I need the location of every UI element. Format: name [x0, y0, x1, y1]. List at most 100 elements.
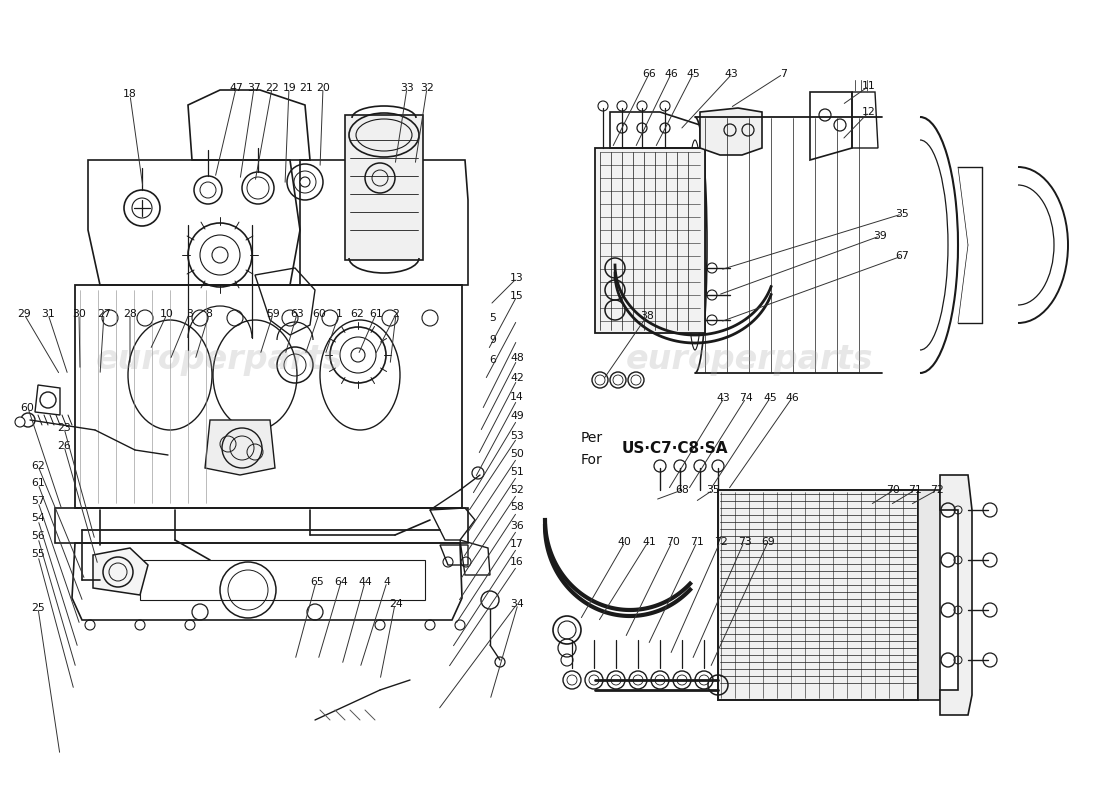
Text: 11: 11 — [862, 82, 876, 91]
Text: 62: 62 — [32, 461, 45, 470]
Text: 4: 4 — [384, 578, 390, 587]
Text: 16: 16 — [510, 557, 524, 566]
Text: 72: 72 — [931, 485, 944, 494]
Text: 70: 70 — [667, 538, 680, 547]
Text: 35: 35 — [706, 485, 719, 494]
Text: 61: 61 — [370, 309, 383, 318]
Text: 55: 55 — [32, 549, 45, 558]
Text: 46: 46 — [664, 69, 678, 78]
Polygon shape — [700, 108, 762, 155]
Circle shape — [15, 417, 25, 427]
Text: 13: 13 — [510, 274, 524, 283]
Text: 14: 14 — [510, 392, 524, 402]
Text: 71: 71 — [691, 538, 704, 547]
Text: 72: 72 — [714, 538, 727, 547]
Bar — [345, 115, 424, 260]
Text: 3: 3 — [186, 309, 192, 318]
Text: 18: 18 — [123, 90, 136, 99]
Text: 73: 73 — [738, 538, 751, 547]
Text: 71: 71 — [909, 485, 922, 494]
Text: 33: 33 — [400, 83, 414, 93]
Text: 51: 51 — [510, 467, 524, 477]
Text: Per: Per — [581, 431, 603, 446]
Text: 44: 44 — [359, 578, 372, 587]
Text: 37: 37 — [248, 83, 261, 93]
Text: 17: 17 — [510, 539, 524, 549]
Bar — [55, 508, 468, 543]
Text: 66: 66 — [642, 69, 656, 78]
Bar — [918, 490, 940, 700]
Text: europerparts: europerparts — [97, 343, 343, 377]
Text: 67: 67 — [895, 251, 909, 261]
Text: 29: 29 — [18, 309, 31, 318]
Bar — [595, 148, 705, 333]
Text: 8: 8 — [206, 309, 212, 318]
Text: 30: 30 — [73, 309, 86, 318]
Text: 19: 19 — [283, 83, 296, 93]
Text: 52: 52 — [510, 485, 524, 494]
Text: 26: 26 — [57, 442, 70, 451]
Text: 41: 41 — [642, 538, 656, 547]
Text: 40: 40 — [618, 538, 631, 547]
Text: 68: 68 — [675, 485, 689, 494]
Text: 27: 27 — [98, 309, 111, 318]
Bar — [75, 285, 462, 508]
Polygon shape — [205, 420, 275, 475]
Text: 38: 38 — [640, 311, 653, 321]
Text: 47: 47 — [230, 83, 243, 93]
Text: 31: 31 — [42, 309, 55, 318]
Text: 49: 49 — [510, 411, 524, 421]
Text: 64: 64 — [334, 578, 348, 587]
Text: 42: 42 — [510, 373, 524, 382]
Polygon shape — [940, 475, 972, 715]
Text: 43: 43 — [725, 69, 738, 78]
Text: europerparts: europerparts — [626, 343, 873, 377]
Text: 15: 15 — [510, 291, 524, 301]
Text: 36: 36 — [510, 522, 524, 531]
Polygon shape — [94, 548, 148, 595]
Text: 60: 60 — [21, 403, 34, 413]
Text: 54: 54 — [32, 514, 45, 523]
Text: 28: 28 — [123, 309, 136, 318]
Text: 22: 22 — [265, 83, 278, 93]
Text: 10: 10 — [161, 309, 174, 318]
Text: 34: 34 — [510, 599, 524, 609]
Text: 45: 45 — [686, 69, 700, 78]
Text: 62: 62 — [351, 309, 364, 318]
Text: 24: 24 — [389, 599, 403, 609]
Text: 1: 1 — [336, 309, 342, 318]
Text: 45: 45 — [763, 394, 777, 403]
Text: 25: 25 — [32, 603, 45, 613]
Text: 43: 43 — [717, 394, 730, 403]
Text: 57: 57 — [32, 496, 45, 506]
Text: 60: 60 — [312, 309, 326, 318]
Text: 61: 61 — [32, 478, 45, 488]
Text: 46: 46 — [785, 394, 799, 403]
Circle shape — [212, 247, 228, 263]
Bar — [718, 490, 918, 700]
Text: 2: 2 — [393, 309, 399, 318]
Text: 21: 21 — [299, 83, 312, 93]
Text: For: For — [581, 453, 603, 467]
Text: 7: 7 — [780, 69, 786, 78]
Text: US·C7·C8·SA: US·C7·C8·SA — [621, 442, 728, 456]
Text: 56: 56 — [32, 531, 45, 541]
Text: 74: 74 — [739, 394, 752, 403]
Text: 6: 6 — [490, 355, 496, 365]
Circle shape — [351, 348, 365, 362]
Text: 23: 23 — [57, 423, 70, 433]
Text: 63: 63 — [290, 309, 304, 318]
Circle shape — [300, 177, 310, 187]
Text: 58: 58 — [510, 502, 524, 512]
Text: 59: 59 — [266, 309, 279, 318]
Text: 9: 9 — [490, 335, 496, 345]
Text: 5: 5 — [490, 314, 496, 323]
Text: 70: 70 — [887, 485, 900, 494]
Bar — [140, 560, 425, 600]
Text: 65: 65 — [310, 578, 323, 587]
Text: 20: 20 — [317, 83, 330, 93]
Text: 53: 53 — [510, 431, 524, 441]
Text: 32: 32 — [420, 83, 433, 93]
Text: 12: 12 — [862, 107, 876, 117]
Text: 48: 48 — [510, 354, 524, 363]
